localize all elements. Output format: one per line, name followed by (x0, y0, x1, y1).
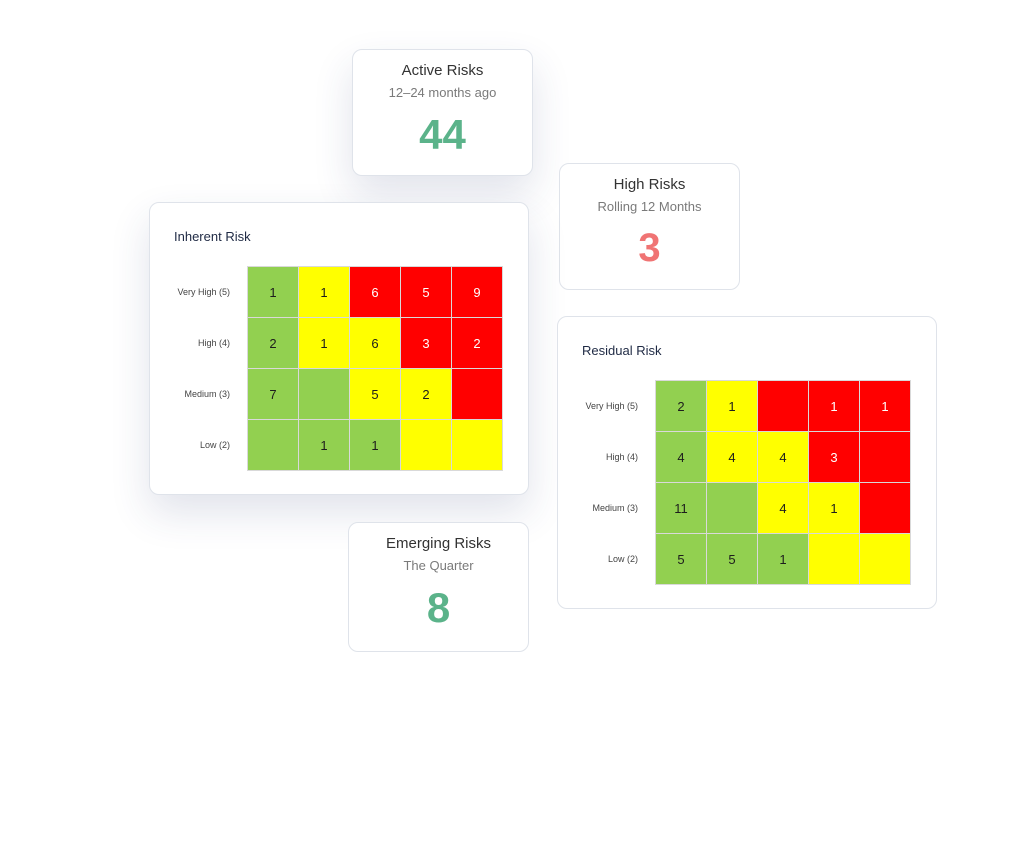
inherent-matrix-cell: 1 (248, 267, 298, 317)
active-risks-subtitle: 12–24 months ago (388, 85, 497, 100)
residual-matrix-cell (809, 534, 859, 584)
inherent-matrix-cell: 5 (350, 369, 400, 419)
residual-matrix-cell: 1 (860, 381, 910, 431)
inherent-matrix-cell (452, 369, 502, 419)
emerging-risks-value: 8 (426, 584, 451, 631)
inherent-matrix-cell: 1 (299, 420, 349, 470)
inherent-row-label: Very High (5) (177, 287, 230, 297)
residual-matrix-cell (860, 534, 910, 584)
inherent-matrix-cell: 3 (401, 318, 451, 368)
residual-matrix-cell (758, 381, 808, 431)
emerging-risks-card: Emerging Risks The Quarter 8 (348, 522, 529, 652)
active-risks-value: 44 (419, 111, 466, 158)
inherent-row-label: High (4) (197, 338, 230, 348)
residual-risk-title: Residual Risk (582, 343, 662, 358)
inherent-matrix-cell: 2 (248, 318, 298, 368)
residual-matrix-cell (860, 432, 910, 482)
residual-matrix-cell: 3 (809, 432, 859, 482)
inherent-matrix-cell: 7 (248, 369, 298, 419)
residual-risk-matrix: 2 1 1 1 4 4 4 3 11 4 1 5 5 1 (655, 380, 911, 585)
residual-row-label: Very High (5) (585, 401, 638, 411)
residual-matrix-cell: 1 (809, 483, 859, 533)
high-risks-subtitle: Rolling 12 Months (597, 199, 702, 214)
residual-matrix-cell: 5 (707, 534, 757, 584)
inherent-row-label: Medium (3) (184, 389, 230, 399)
inherent-matrix-cell: 5 (401, 267, 451, 317)
inherent-matrix-cell: 2 (452, 318, 502, 368)
inherent-matrix-cell: 6 (350, 267, 400, 317)
inherent-matrix-cell (299, 369, 349, 419)
emerging-risks-subtitle: The Quarter (403, 558, 474, 573)
residual-matrix-cell: 4 (656, 432, 706, 482)
inherent-matrix-cell (401, 420, 451, 470)
residual-matrix-cell (860, 483, 910, 533)
inherent-matrix-cell (248, 420, 298, 470)
residual-matrix-cell (707, 483, 757, 533)
inherent-matrix-cell: 1 (299, 267, 349, 317)
inherent-matrix-cell: 2 (401, 369, 451, 419)
inherent-matrix-cell: 1 (299, 318, 349, 368)
inherent-matrix-cell (452, 420, 502, 470)
inherent-row-label: Low (2) (199, 440, 230, 450)
residual-row-label: High (4) (605, 452, 638, 462)
inherent-risk-title: Inherent Risk (174, 229, 251, 244)
residual-matrix-cell: 1 (809, 381, 859, 431)
high-risks-value: 3 (638, 226, 661, 270)
high-risks-title: High Risks (613, 176, 686, 193)
residual-row-label: Low (2) (607, 554, 638, 564)
high-risks-card: High Risks Rolling 12 Months 3 (559, 163, 740, 290)
inherent-matrix-cell: 6 (350, 318, 400, 368)
residual-matrix-cell: 2 (656, 381, 706, 431)
residual-matrix-cell: 4 (707, 432, 757, 482)
emerging-risks-title: Emerging Risks (385, 535, 492, 552)
residual-matrix-cell: 1 (707, 381, 757, 431)
residual-risk-card: Residual Risk Very High (5) High (4) Med… (557, 316, 937, 609)
residual-row-label: Medium (3) (592, 503, 638, 513)
residual-matrix-cell: 4 (758, 432, 808, 482)
residual-matrix-cell: 4 (758, 483, 808, 533)
active-risks-title: Active Risks (401, 62, 484, 79)
inherent-matrix-cell: 1 (350, 420, 400, 470)
residual-matrix-cell: 5 (656, 534, 706, 584)
active-risks-card: Active Risks 12–24 months ago 44 (352, 49, 533, 176)
residual-matrix-cell: 1 (758, 534, 808, 584)
inherent-risk-card: Inherent Risk Very High (5) High (4) Med… (149, 202, 529, 495)
residual-matrix-cell: 11 (656, 483, 706, 533)
inherent-matrix-cell: 9 (452, 267, 502, 317)
